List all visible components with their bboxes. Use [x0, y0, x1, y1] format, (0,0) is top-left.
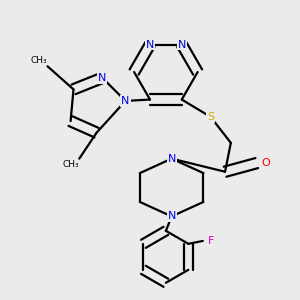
- Text: N: N: [178, 40, 186, 50]
- Text: N: N: [98, 73, 106, 83]
- Text: O: O: [261, 158, 270, 168]
- Text: CH₃: CH₃: [63, 160, 79, 169]
- Text: F: F: [208, 236, 215, 246]
- Text: N: N: [146, 40, 154, 50]
- Text: CH₃: CH₃: [31, 56, 47, 65]
- Text: N: N: [121, 96, 130, 106]
- Text: S: S: [207, 112, 214, 122]
- Text: N: N: [167, 154, 176, 164]
- Text: N: N: [167, 212, 176, 221]
